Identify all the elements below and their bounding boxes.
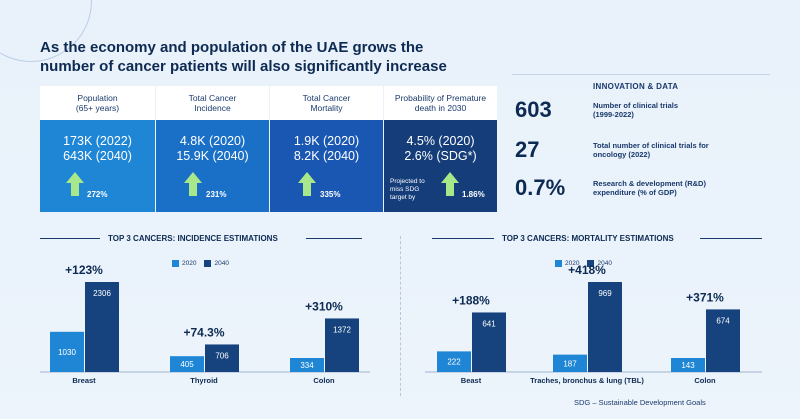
category-label: Beast (461, 376, 482, 385)
stat-body: 1.9K (2020) 8.2K (2040) 335% (270, 120, 383, 212)
mortality-section-title: TOP 3 CANCERS: MORTALITY ESTIMATIONS (502, 234, 674, 243)
legend-label: 2020 (182, 260, 197, 267)
bar-value-label: 1030 (58, 348, 76, 357)
stat-header: Total Cancer Incidence (156, 86, 269, 120)
bar-2020 (290, 358, 324, 372)
legend-label: 2020 (565, 260, 580, 267)
section-rule (40, 238, 100, 239)
bar-value-label: 2306 (93, 289, 111, 298)
legend-swatch-2020 (555, 260, 562, 267)
bar-value-label: 1372 (333, 325, 351, 334)
category-label: Breast (72, 376, 96, 385)
innovation-divider (512, 74, 770, 75)
stat-col-premature-death: Probability of Premature death in 2030 4… (384, 86, 497, 212)
stat-value-2: 8.2K (2040) (293, 149, 360, 163)
bar-2020 (170, 356, 204, 372)
bar-2020 (671, 358, 705, 372)
bar-2040 (325, 318, 359, 372)
category-label: Traches, bronchus & lung (TBL) (530, 376, 644, 385)
section-rule (700, 238, 762, 239)
growth-annotation: +310% (305, 299, 343, 313)
legend-label: 2040 (597, 260, 612, 267)
bar-2020 (437, 351, 471, 372)
bar-2040 (706, 309, 740, 372)
stat-increase: 1.86% (462, 190, 485, 199)
innovation-value: 0.7% (515, 175, 566, 200)
title-line-2: number of cancer patients will also sign… (40, 58, 447, 75)
stats-table: Population (65+ years) 173K (2022) 643K … (40, 86, 497, 212)
footnote: SDG – Sustainable Development Goals (574, 398, 706, 407)
section-rule (306, 238, 362, 239)
stat-col-population: Population (65+ years) 173K (2022) 643K … (40, 86, 155, 212)
incidence-legend: 2020 2040 (172, 260, 237, 267)
stat-increase: 231% (206, 190, 227, 199)
stat-value-2: 2.6% (SDG*) (404, 149, 477, 163)
stat-increase: 335% (320, 190, 341, 199)
bar-2040 (472, 312, 506, 372)
incidence-section-title: TOP 3 CANCERS: INCIDENCE ESTIMATIONS (108, 234, 278, 243)
bar-value-label: 706 (215, 351, 229, 360)
bar-value-label: 641 (482, 319, 496, 328)
legend-swatch-2040 (204, 260, 212, 267)
bar-value-label: 222 (447, 358, 461, 367)
legend-label: 2040 (214, 260, 229, 267)
stat-value-1: 4.5% (2020) (406, 134, 475, 148)
innovation-label: Number of clinical trials (1999-2022) (593, 101, 679, 119)
stat-header: Population (65+ years) (40, 86, 155, 120)
legend-swatch-2040 (587, 260, 595, 267)
growth-annotation: +123% (65, 263, 103, 277)
category-label: Colon (313, 376, 335, 385)
innovation-value: 27 (515, 137, 540, 162)
stat-body: 4.8K (2020) 15.9K (2040) 231% (156, 120, 269, 212)
bar-value-label: 674 (716, 316, 730, 325)
innovation-label: Total number of clinical trials for onco… (593, 141, 709, 159)
chart-divider (400, 236, 401, 396)
stat-col-incidence: Total Cancer Incidence 4.8K (2020) 15.9K… (156, 86, 269, 212)
stat-header: Total Cancer Mortality (270, 86, 383, 120)
bar-value-label: 187 (563, 359, 577, 368)
legend-swatch-2020 (172, 260, 179, 267)
bar-2040 (588, 282, 622, 372)
innovation-heading: INNOVATION & DATA (593, 82, 679, 91)
stat-value-1: 1.9K (2020) (293, 134, 360, 148)
category-label: Colon (694, 376, 716, 385)
title-line-1: As the economy and population of the UAE… (40, 39, 424, 56)
growth-annotation: +371% (686, 290, 724, 304)
stat-body: 4.5% (2020) 2.6% (SDG*) Projected to mis… (384, 120, 497, 212)
bar-value-label: 969 (598, 289, 612, 298)
bar-value-label: 143 (681, 361, 695, 370)
growth-annotation: +74.3% (183, 325, 224, 339)
stat-header: Probability of Premature death in 2030 (384, 86, 497, 120)
section-rule (432, 238, 494, 239)
bar-2040 (85, 282, 119, 372)
innovation-label: Research & development (R&D) expenditure… (593, 179, 706, 197)
category-label: Thyroid (190, 376, 218, 385)
stat-value-1: 173K (2022) (63, 134, 132, 148)
bar-value-label: 334 (300, 361, 314, 370)
bar-2020 (553, 354, 587, 372)
mortality-legend: 2020 2040 (555, 260, 620, 267)
bar-value-label: 405 (180, 360, 194, 369)
growth-annotation: +418% (568, 263, 606, 277)
projection-note: Projected to miss SDG target by (390, 178, 425, 201)
innovation-value: 603 (515, 97, 552, 122)
stat-col-mortality: Total Cancer Mortality 1.9K (2020) 8.2K … (270, 86, 383, 212)
bar-2020 (50, 331, 84, 372)
stat-body: 173K (2022) 643K (2040) 272% (40, 120, 155, 212)
stat-increase: 272% (87, 190, 108, 199)
stat-value-2: 643K (2040) (63, 149, 132, 163)
stat-value-1: 4.8K (2020) (179, 134, 246, 148)
bar-2040 (205, 344, 239, 372)
page-title: As the economy and population of the UAE… (40, 38, 447, 76)
stat-value-2: 15.9K (2040) (176, 149, 249, 163)
growth-annotation: +188% (452, 293, 490, 307)
